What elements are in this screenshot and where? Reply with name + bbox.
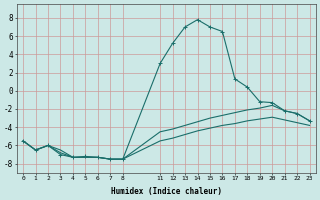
X-axis label: Humidex (Indice chaleur): Humidex (Indice chaleur) xyxy=(111,187,222,196)
